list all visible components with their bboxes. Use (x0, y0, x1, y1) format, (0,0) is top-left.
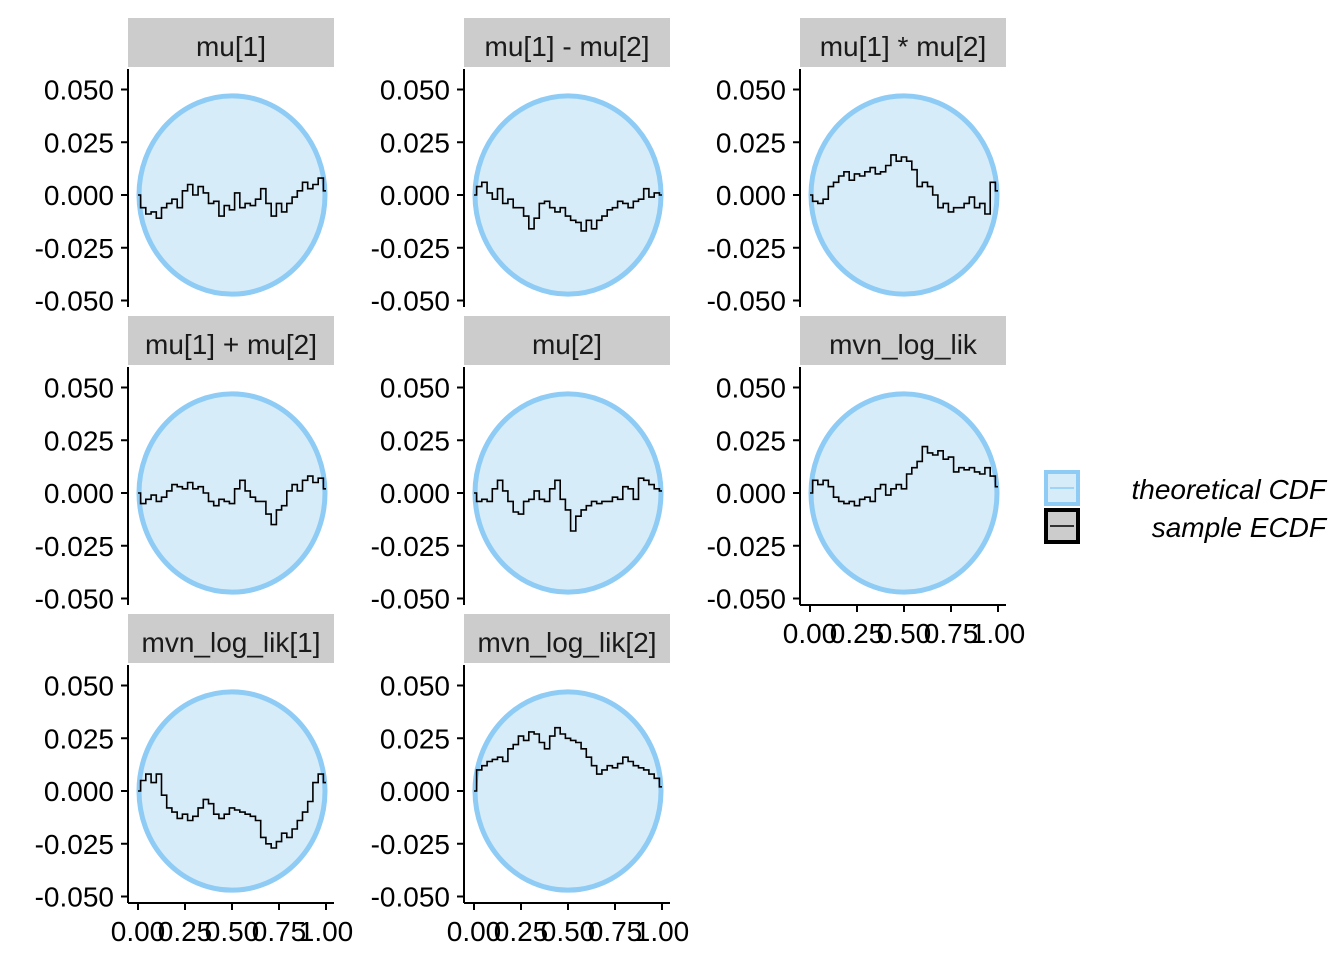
facet-strip (128, 614, 334, 663)
y-tick-label: 0.025 (716, 425, 786, 456)
sample-ecdf-line (474, 477, 662, 532)
y-tick-label: -0.050 (371, 584, 450, 615)
theoretical-cdf-band (136, 689, 328, 893)
x-tick-label: 0.50 (541, 916, 596, 947)
y-tick-label: -0.050 (707, 584, 786, 615)
x-tick-label: 0.75 (924, 618, 979, 649)
sample-ecdf-line (810, 154, 998, 215)
sample-ecdf-line (138, 177, 326, 219)
y-tick-label: 0.050 (380, 671, 450, 702)
y-tick-label: 0.025 (44, 127, 114, 158)
y-tick-label: -0.050 (35, 286, 114, 317)
facet-title: mu[2] (532, 329, 602, 360)
y-tick-label: -0.025 (707, 233, 786, 264)
facet-panel: mu[1] - mu[2] 0.050 0.025 0.000 -0.025 -0.050 (371, 18, 670, 317)
facet-title: mu[1] * mu[2] (820, 31, 987, 62)
y-tick-label: -0.025 (371, 829, 450, 860)
x-tick-label: 0.50 (877, 618, 932, 649)
y-tick-label: -0.025 (35, 233, 114, 264)
y-tick-label: 0.000 (380, 776, 450, 807)
x-tick-label: 0.75 (252, 916, 307, 947)
y-tick-label: 0.025 (44, 723, 114, 754)
y-tick-label: 0.000 (44, 180, 114, 211)
x-tick-label: 0.25 (494, 916, 549, 947)
x-tick-label: 0.25 (830, 618, 885, 649)
y-tick-label: -0.050 (371, 286, 450, 317)
facet-panel: mvn_log_lik[2] 0.050 0.025 0.000 -0.025 -0.05… (371, 614, 690, 947)
x-tick-label: 0.00 (447, 916, 502, 947)
y-tick-label: 0.000 (44, 776, 114, 807)
sample-ecdf-line (474, 181, 662, 232)
facet-title: mvn_log_lik (829, 329, 978, 360)
facet-strip (128, 316, 334, 365)
y-tick-label: 0.050 (716, 373, 786, 404)
facet-strip (800, 316, 1006, 365)
y-tick-label: 0.025 (380, 425, 450, 456)
sample-ecdf-line (474, 726, 662, 792)
facet-title: mu[1] (196, 31, 266, 62)
facet-strip (464, 18, 670, 67)
facet-panel: mvn_log_lik0.0500.0250.000-0.025-0.0500.… (707, 316, 1026, 649)
y-tick-label: 0.025 (380, 723, 450, 754)
y-tick-label: 0.025 (380, 127, 450, 158)
y-tick-label: -0.050 (35, 584, 114, 615)
y-tick-label: 0.000 (44, 478, 114, 509)
facet-panel: mvn_log_lik[1] 0.050 0.025 0.000 -0.025 -0.05… (35, 614, 354, 947)
x-tick-label: 1.00 (635, 916, 690, 947)
y-tick-label: -0.050 (707, 286, 786, 317)
sample-ecdf-line (810, 445, 998, 507)
facet-strip (464, 316, 670, 365)
facet-panel: mu[1] + mu[2] 0.050 0.025 0.000 -0.025 -0.050 (35, 316, 334, 615)
theoretical-cdf-band (472, 689, 664, 893)
legend-label: theoretical CDF (1131, 474, 1327, 505)
y-tick-label: 0.050 (380, 75, 450, 106)
facet-title: mu[1] - mu[2] (485, 31, 650, 62)
x-tick-label: 1.00 (299, 916, 354, 947)
facet-title: mvn_log_lik[1] (142, 627, 321, 658)
y-tick-label: -0.050 (371, 882, 450, 913)
y-tick-label: 0.050 (716, 75, 786, 106)
sample-ecdf-line (138, 475, 326, 526)
y-tick-label: 0.025 (716, 127, 786, 158)
y-tick-label: 0.050 (380, 373, 450, 404)
x-tick-label: 1.00 (971, 618, 1026, 649)
y-tick-label: -0.025 (35, 531, 114, 562)
facet-panel: mu[2] 0.050 0.025 0.000 -0.025 -0.050 (371, 316, 670, 615)
x-tick-label: 0.00 (783, 618, 838, 649)
y-tick-label: -0.025 (371, 233, 450, 264)
y-tick-label: -0.025 (35, 829, 114, 860)
facet-panel: mu[1] * mu[2] 0.050 0.025 0.000 -0.025 -0.050 (707, 18, 1006, 317)
legend: theoretical CDF sample ECDF (1044, 470, 1328, 544)
y-tick-label: -0.050 (35, 882, 114, 913)
y-tick-label: 0.000 (716, 180, 786, 211)
y-tick-label: -0.025 (371, 531, 450, 562)
facet-panel: mu[1] 0.050 0.025 0.000 -0.025 -0.050 (35, 18, 334, 317)
sample-ecdf-line (138, 773, 326, 849)
theoretical-cdf-band (808, 93, 1000, 297)
facet-title: mu[1] + mu[2] (145, 329, 317, 360)
facet-strip (800, 18, 1006, 67)
y-tick-label: 0.050 (44, 373, 114, 404)
facet-strip (128, 18, 334, 67)
y-tick-label: 0.025 (44, 425, 114, 456)
x-tick-label: 0.50 (205, 916, 260, 947)
y-tick-label: 0.050 (44, 671, 114, 702)
facet-title: mvn_log_lik[2] (478, 627, 657, 658)
y-tick-label: 0.000 (380, 180, 450, 211)
y-tick-label: 0.050 (44, 75, 114, 106)
y-tick-label: -0.025 (707, 531, 786, 562)
legend-key (1044, 508, 1080, 544)
legend-label: sample ECDF (1152, 512, 1328, 543)
x-tick-label: 0.25 (158, 916, 213, 947)
x-tick-label: 0.75 (588, 916, 643, 947)
y-tick-label: 0.000 (716, 478, 786, 509)
y-tick-label: 0.000 (380, 478, 450, 509)
x-tick-label: 0.00 (111, 916, 166, 947)
theoretical-cdf-band (808, 391, 1000, 595)
facet-strip (464, 614, 670, 663)
legend-key (1044, 470, 1080, 506)
